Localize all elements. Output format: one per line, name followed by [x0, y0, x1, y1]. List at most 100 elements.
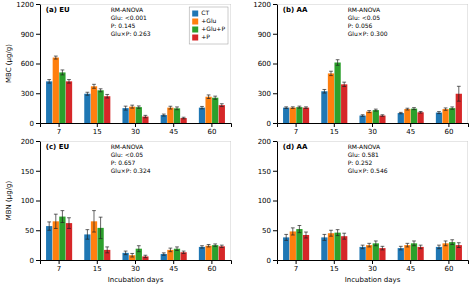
error-bar: [92, 211, 96, 232]
error-bar: [61, 211, 65, 223]
tick-mark: [36, 4, 40, 5]
panel-title: (c) EU: [46, 143, 70, 151]
legend-swatch: [192, 27, 198, 33]
error-bar: [437, 112, 441, 114]
bar: [180, 118, 186, 123]
tick-mark: [273, 123, 277, 124]
tick-label: 7: [57, 265, 61, 273]
bar: [104, 96, 110, 123]
error-bar: [182, 117, 186, 119]
tick: 15: [93, 260, 102, 273]
tick-label: 7: [294, 128, 298, 136]
error-bar: [284, 107, 288, 109]
bar: [161, 115, 167, 123]
tick-mark: [296, 260, 297, 264]
tick-label: 60: [207, 265, 216, 273]
tick: 30: [131, 123, 140, 136]
error-bar: [336, 60, 340, 66]
bar: [46, 81, 52, 123]
x-axis-title: Incubation days: [108, 276, 164, 284]
error-bar: [450, 107, 454, 109]
tick: 600: [21, 60, 40, 68]
error-bar: [213, 244, 217, 246]
error-bar: [130, 253, 134, 257]
tick-label: 150: [258, 167, 271, 175]
tick: 7: [294, 123, 298, 136]
axis-line: [278, 261, 469, 265]
error-bar: [137, 246, 141, 252]
error-bar: [381, 246, 385, 250]
tick-label: 900: [258, 30, 271, 38]
axis-line: [41, 261, 232, 265]
bar: [321, 237, 327, 260]
legend-item: +P: [192, 33, 210, 40]
error-bars: [67, 80, 224, 119]
annotation-line: Glu: <0.05: [348, 14, 381, 21]
error-bar: [175, 247, 179, 251]
annotation-line: P: 0.657: [111, 159, 136, 166]
tick-mark: [273, 34, 277, 35]
frame-line: [230, 141, 231, 260]
tick: 50: [262, 227, 277, 235]
error-bar: [284, 234, 288, 240]
tick: 7: [57, 123, 61, 136]
tick-label: 30: [131, 265, 140, 273]
annotation-line: Glu×P: 0.324: [111, 167, 151, 174]
error-bar: [47, 222, 51, 230]
tick-label: 7: [294, 265, 298, 273]
tick-mark: [36, 123, 40, 124]
legend: CT+Glu+Glu+P+P: [189, 7, 228, 44]
tick: 50: [25, 227, 40, 235]
bar: [379, 116, 385, 123]
legend-swatch: [192, 11, 198, 17]
tick-label: 30: [368, 128, 377, 136]
tick-mark: [36, 260, 40, 261]
bar: [398, 113, 404, 123]
frame-line: [230, 4, 231, 123]
tick-label: 300: [21, 90, 34, 98]
bar: [212, 245, 218, 260]
bar: [290, 108, 296, 123]
x-axis: 715304560: [41, 123, 232, 136]
tick-mark: [59, 123, 60, 127]
tick-label: 300: [258, 90, 271, 98]
bar: [341, 84, 347, 123]
error-bar: [412, 241, 416, 246]
error-bar: [105, 94, 109, 98]
bar: [321, 91, 327, 123]
legend-label: CT: [201, 9, 209, 16]
error-bar: [457, 86, 461, 101]
bar: [334, 233, 340, 260]
tick-mark: [97, 260, 98, 264]
bar: [341, 236, 347, 260]
tick-label: 600: [258, 60, 271, 68]
error-bar: [162, 253, 166, 255]
tick: 1200: [16, 1, 40, 9]
annotation-line: Glu: 0.581: [348, 151, 379, 158]
tick-label: 45: [406, 265, 415, 273]
series: [53, 221, 212, 260]
bar: [303, 108, 309, 123]
series: [53, 58, 212, 123]
annotation-line: Glu: <0.05: [111, 151, 144, 158]
error-bars: [291, 228, 448, 247]
tick-mark: [448, 123, 449, 127]
tick-mark: [334, 123, 335, 127]
tick-label: 7: [57, 128, 61, 136]
annotation-line: RM-ANOVA: [111, 6, 144, 13]
tick: 45: [406, 260, 415, 273]
error-bar: [86, 230, 90, 240]
error-bar: [457, 243, 461, 248]
error-bar: [291, 107, 295, 109]
error-bars: [54, 211, 211, 257]
tick-mark: [273, 4, 277, 5]
bar: [334, 63, 340, 123]
bar: [296, 229, 302, 260]
tick-label: 60: [444, 265, 453, 273]
tick-mark: [334, 260, 335, 264]
series: [46, 81, 205, 123]
error-bar: [381, 115, 385, 117]
bar: [205, 246, 211, 260]
tick: 15: [330, 123, 339, 136]
bar: [328, 233, 334, 260]
